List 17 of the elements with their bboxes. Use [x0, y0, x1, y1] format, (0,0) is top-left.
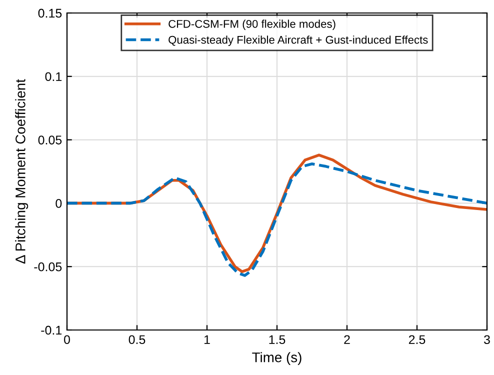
y-axis-title: Δ Pitching Moment Coefficient: [15, 79, 28, 264]
y-tick-label: 0: [56, 199, 62, 208]
x-tick-label: 3: [484, 335, 490, 344]
x-tick-label: 1.5: [269, 335, 286, 344]
y-tick-label: 0.05: [38, 136, 62, 144]
x-axis-title: Time (s): [252, 352, 302, 366]
x-tick-label: 2.5: [408, 335, 426, 344]
x-tick-label: 0: [64, 335, 70, 344]
y-tick-label: -0.1: [41, 326, 62, 335]
x-tick-label: 1: [204, 335, 210, 344]
legend-label: CFD-CSM-FM (90 flexible modes): [168, 20, 336, 30]
y-tick-label: -0.05: [34, 262, 62, 272]
y-tick-label: 0.15: [38, 8, 62, 18]
y-tick-label: 0.1: [45, 72, 62, 82]
x-tick-label: 0.5: [128, 335, 146, 344]
x-tick-label: 2: [344, 335, 350, 344]
legend-label: Quasi-steady Flexible Aircraft + Gust-induced Effects: [168, 36, 428, 46]
